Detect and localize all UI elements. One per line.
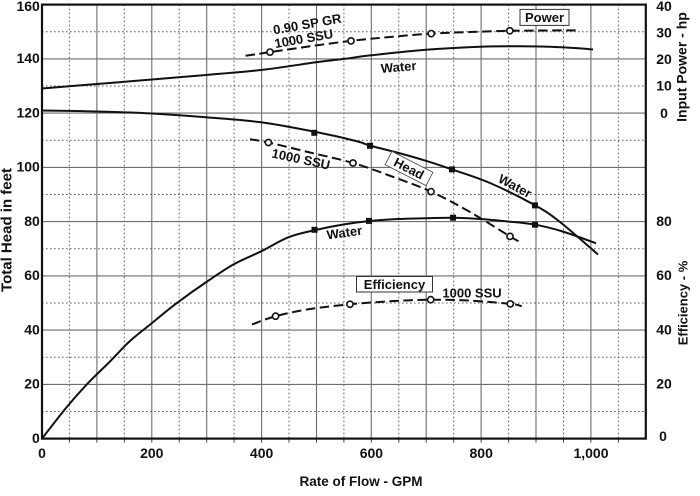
svg-text:600: 600 [360, 445, 384, 461]
svg-text:20: 20 [656, 376, 672, 392]
svg-text:0: 0 [659, 428, 667, 444]
svg-text:40: 40 [656, 322, 672, 338]
svg-text:80: 80 [24, 213, 40, 229]
svg-text:60: 60 [24, 267, 40, 283]
svg-text:20: 20 [24, 376, 40, 392]
svg-text:Rate of Flow - GPM: Rate of Flow - GPM [300, 474, 423, 489]
svg-text:40: 40 [24, 322, 40, 338]
svg-text:Total Head in feet: Total Head in feet [0, 168, 16, 292]
svg-text:200: 200 [140, 445, 164, 461]
svg-text:0: 0 [38, 445, 46, 461]
svg-text:120: 120 [16, 105, 40, 121]
svg-text:Efficiency: Efficiency [364, 277, 426, 292]
svg-text:800: 800 [470, 445, 494, 461]
svg-text:160: 160 [16, 0, 40, 14]
svg-text:Water: Water [326, 223, 363, 243]
svg-text:20: 20 [656, 51, 672, 67]
svg-text:Efficiency - %: Efficiency - % [676, 260, 691, 345]
svg-text:100: 100 [16, 159, 40, 175]
svg-text:10: 10 [656, 78, 672, 94]
svg-text:30: 30 [656, 25, 672, 41]
svg-text:1,000: 1,000 [573, 445, 608, 461]
svg-text:60: 60 [656, 267, 672, 283]
svg-text:Water: Water [380, 58, 417, 76]
svg-text:1000 SSU: 1000 SSU [442, 286, 501, 301]
svg-text:Power: Power [525, 10, 564, 25]
svg-text:0: 0 [660, 105, 668, 121]
svg-text:80: 80 [656, 213, 672, 229]
svg-text:Input Power - hp: Input Power - hp [674, 12, 690, 122]
svg-text:40: 40 [656, 0, 672, 14]
svg-text:0: 0 [32, 430, 40, 446]
svg-text:140: 140 [16, 50, 40, 66]
svg-text:400: 400 [250, 445, 274, 461]
